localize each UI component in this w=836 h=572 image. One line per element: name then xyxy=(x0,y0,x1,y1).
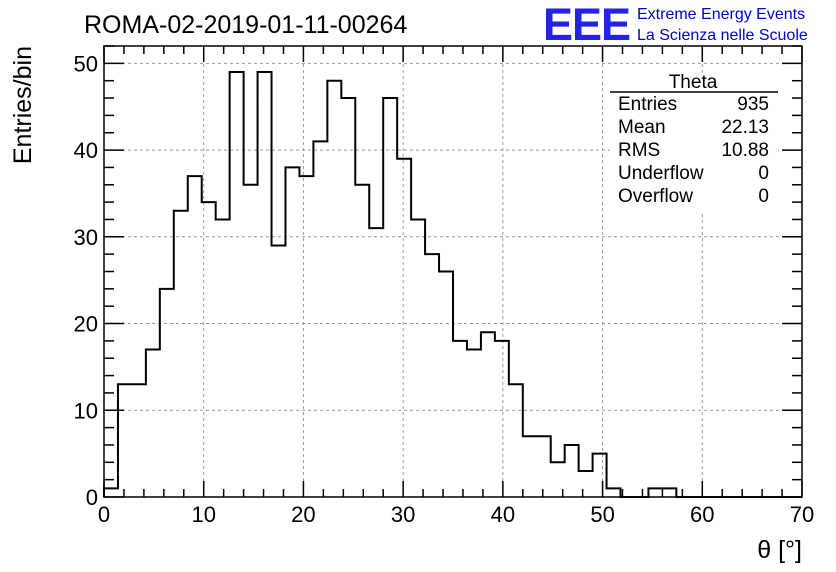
histogram-bar xyxy=(467,350,481,497)
y-tick-label: 0 xyxy=(86,485,98,510)
x-tick-label: 10 xyxy=(191,502,215,527)
y-tick-label: 40 xyxy=(74,138,98,163)
y-tick-label: 20 xyxy=(74,312,98,337)
x-tick-label: 40 xyxy=(491,502,515,527)
stats-label: Mean xyxy=(618,117,666,138)
histogram-bar xyxy=(341,98,355,497)
histogram-bar xyxy=(272,245,286,497)
stats-value: 10.88 xyxy=(721,140,769,161)
histogram-bar xyxy=(411,219,425,497)
histogram-bar xyxy=(216,219,230,497)
histogram-bar xyxy=(453,341,467,497)
histogram-bar xyxy=(118,384,132,497)
histogram-bar xyxy=(258,72,272,497)
stats-value: 935 xyxy=(737,94,769,115)
stats-label: Underflow xyxy=(618,163,704,184)
histogram-bar xyxy=(593,454,607,497)
histogram-bar xyxy=(327,81,341,497)
histogram-bar xyxy=(299,176,313,497)
stats-rows: Entries 935 Mean 22.13 RMS 10.88 Underflow 0 Ove… xyxy=(618,94,769,207)
histogram-bar xyxy=(579,471,593,497)
y-tick-label: 10 xyxy=(74,398,98,423)
logo-line1: Extreme Energy Events xyxy=(637,6,805,23)
stats-box-bg xyxy=(610,76,778,211)
histogram-bar xyxy=(132,384,146,497)
histogram-bar xyxy=(662,488,676,497)
histogram-bar xyxy=(439,272,453,498)
stats-label: Overflow xyxy=(618,186,693,207)
x-axis-title: θ [°] xyxy=(757,536,802,564)
y-tick-labels: 0 10 20 30 40 50 xyxy=(74,51,98,510)
stats-box: Theta Entries 935 Mean 22.13 RMS 10.88 Underfl… xyxy=(610,72,778,211)
histogram-bar xyxy=(369,228,383,497)
histogram-bar xyxy=(481,332,495,497)
stats-value: 22.13 xyxy=(721,117,769,138)
eee-logo: EEE Extreme Energy Events La Scienza nel… xyxy=(543,0,808,50)
stats-name: Theta xyxy=(669,72,718,93)
histogram-bar xyxy=(285,167,299,497)
chart-title: ROMA-02-2019-01-11-00264 xyxy=(84,11,407,39)
histogram-bar xyxy=(244,185,258,497)
stats-label: Entries xyxy=(618,94,677,115)
x-tick-label: 50 xyxy=(590,502,614,527)
histogram-bar xyxy=(509,384,523,497)
y-axis-title: Entries/bin xyxy=(9,46,37,164)
x-tick-labels: 0 10 20 30 40 50 60 70 xyxy=(98,502,814,527)
histogram-bar xyxy=(397,159,411,497)
axis-ticks xyxy=(103,45,803,498)
histogram-bar xyxy=(383,98,397,497)
x-tick-label: 60 xyxy=(690,502,714,527)
histogram-bar xyxy=(104,488,118,497)
x-tick-label: 20 xyxy=(291,502,315,527)
logo-line2: La Scienza nelle Scuole xyxy=(637,27,808,44)
x-tick-label: 0 xyxy=(98,502,110,527)
histogram-bar xyxy=(230,72,244,497)
x-tick-label: 30 xyxy=(391,502,415,527)
histogram-bar xyxy=(565,445,579,497)
histogram-bar xyxy=(495,341,509,497)
logo-mark: EEE xyxy=(543,0,630,50)
histogram-bars xyxy=(104,72,676,497)
histogram-bar xyxy=(188,176,202,497)
histogram-bar xyxy=(648,488,662,497)
histogram-bar xyxy=(160,289,174,497)
histogram-bar xyxy=(607,488,621,497)
y-tick-label: 50 xyxy=(74,51,98,76)
histogram-bar xyxy=(146,350,160,497)
histogram-bar xyxy=(174,211,188,497)
histogram-bar xyxy=(313,141,327,497)
stats-value: 0 xyxy=(758,186,769,207)
y-tick-label: 30 xyxy=(74,225,98,250)
x-tick-label: 70 xyxy=(790,502,814,527)
histogram-bar xyxy=(537,436,551,497)
stats-value: 0 xyxy=(758,163,769,184)
histogram-bar xyxy=(355,185,369,497)
histogram-bar xyxy=(523,436,537,497)
stats-label: RMS xyxy=(618,140,660,161)
histogram-bar xyxy=(425,254,439,497)
